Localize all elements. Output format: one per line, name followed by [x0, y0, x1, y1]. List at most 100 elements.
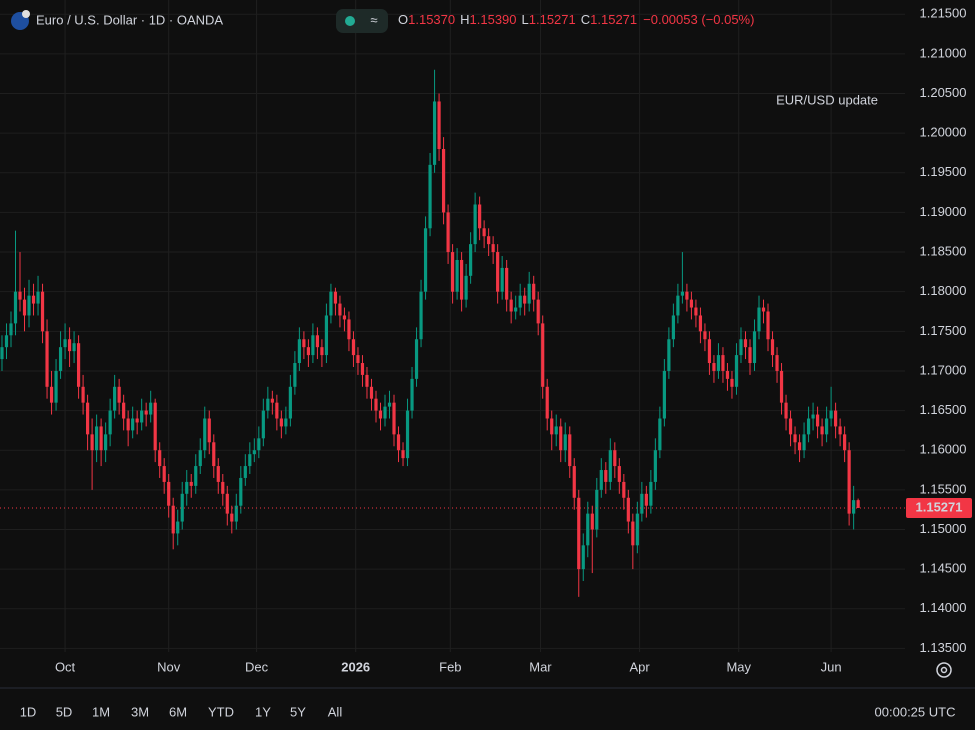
candle-body — [554, 426, 558, 435]
legend-label: L — [522, 12, 529, 27]
status-icon: ≈ — [370, 12, 377, 27]
candle-body — [306, 347, 310, 356]
candle-body — [392, 402, 396, 435]
candle-body — [122, 402, 126, 419]
candle-body — [203, 418, 207, 451]
y-tick-label: 1.14000 — [920, 600, 967, 615]
candle-body — [806, 418, 811, 435]
symbol-title: Euro / U.S. Dollar · 1D · OANDA — [36, 12, 223, 27]
candles — [0, 69, 860, 597]
candle-body — [320, 347, 324, 356]
y-tick-label: 1.15000 — [920, 521, 967, 536]
candle-body — [95, 426, 99, 451]
candle-body — [158, 450, 162, 467]
candle-body — [766, 311, 770, 340]
candle-body — [788, 418, 793, 435]
candle-body — [167, 481, 171, 506]
candle-body — [820, 426, 824, 435]
candle-body — [248, 454, 252, 467]
candle-body — [802, 434, 806, 451]
legend-label: C — [581, 12, 590, 27]
range-button[interactable]: 6M — [169, 704, 187, 719]
candle-body — [635, 513, 639, 546]
y-tick-label: 1.14500 — [920, 561, 967, 576]
candle-body — [149, 402, 153, 415]
candle-body — [446, 212, 450, 253]
toolbar: 1D 5D 1M 3M 6M YTD 1Y 5Y All 00:00:25 UTC — [20, 704, 956, 719]
y-tick-label: 1.20000 — [920, 125, 967, 140]
candle-body — [401, 450, 405, 459]
candle-body — [40, 291, 45, 332]
candle-body — [311, 335, 315, 356]
candle-body — [640, 493, 644, 514]
x-tick-label: Feb — [439, 659, 461, 674]
candle-body — [419, 291, 423, 340]
candle-body — [455, 259, 459, 292]
candle-body — [4, 335, 9, 348]
x-tick-label: Jun — [821, 659, 842, 674]
price-label: 1.15271 — [916, 499, 963, 514]
candle-body — [31, 295, 36, 304]
candle-body — [532, 283, 536, 300]
range-button[interactable]: 5D — [56, 704, 73, 719]
legend-label: H — [460, 12, 469, 27]
settings-icon[interactable] — [936, 662, 952, 678]
candle-body — [216, 466, 220, 482]
candle-body — [613, 450, 617, 467]
candle-body — [689, 299, 694, 308]
candle-body — [324, 315, 329, 356]
y-tick-label: 1.19500 — [920, 164, 967, 179]
legend-label: O — [398, 12, 408, 27]
candle-body — [797, 442, 802, 451]
candle-body — [194, 466, 198, 486]
legend-value: 1.15271 — [590, 12, 637, 27]
candle-body — [135, 418, 139, 423]
candle-body — [572, 466, 576, 498]
candle-body — [49, 386, 54, 403]
range-button[interactable]: All — [328, 704, 343, 719]
candle-body — [793, 434, 797, 443]
candle-body — [482, 228, 486, 237]
candle-body — [441, 149, 446, 213]
legend-value: 1.15370 — [408, 12, 455, 27]
candle-body — [315, 335, 320, 348]
candle-body — [329, 291, 333, 316]
ohlc-legend: O1.15370 H1.15390 L1.15271 C1.15271 −0.00053… — [398, 12, 754, 27]
candle-body — [505, 267, 509, 300]
y-tick-label: 1.16000 — [920, 442, 967, 457]
clock: 00:00:25 UTC — [875, 704, 956, 719]
symbol-icon-badge — [22, 10, 30, 18]
candle-body — [491, 244, 495, 253]
candle-body — [725, 370, 730, 379]
candle-body — [360, 363, 365, 375]
status-pill[interactable] — [336, 9, 388, 33]
candle-body — [410, 378, 414, 411]
candle-body — [698, 315, 703, 332]
range-button[interactable]: 1M — [92, 704, 110, 719]
candle-body — [302, 339, 306, 348]
candle-body — [185, 481, 189, 494]
x-tick-label: May — [726, 659, 751, 674]
range-button[interactable]: 1D — [20, 704, 37, 719]
candle-body — [144, 410, 148, 415]
candle-body — [460, 259, 464, 300]
candle-body — [126, 418, 130, 431]
candle-body — [76, 343, 81, 387]
x-tick-label: Mar — [529, 659, 552, 674]
range-button[interactable]: YTD — [208, 704, 234, 719]
y-tick-label: 1.21000 — [920, 45, 967, 60]
candle-body — [559, 426, 563, 451]
range-button[interactable]: 5Y — [290, 704, 306, 719]
candle-body — [198, 450, 202, 467]
settings-icon-core — [940, 666, 948, 674]
range-button[interactable]: 3M — [131, 704, 149, 719]
candle-body — [500, 267, 504, 292]
range-button[interactable]: 1Y — [255, 704, 271, 719]
candle-body — [428, 164, 432, 229]
candle-body — [748, 347, 752, 364]
candle-body — [22, 299, 27, 316]
candle-body — [514, 307, 518, 312]
candle-body — [469, 244, 473, 276]
candle-body — [257, 438, 261, 451]
